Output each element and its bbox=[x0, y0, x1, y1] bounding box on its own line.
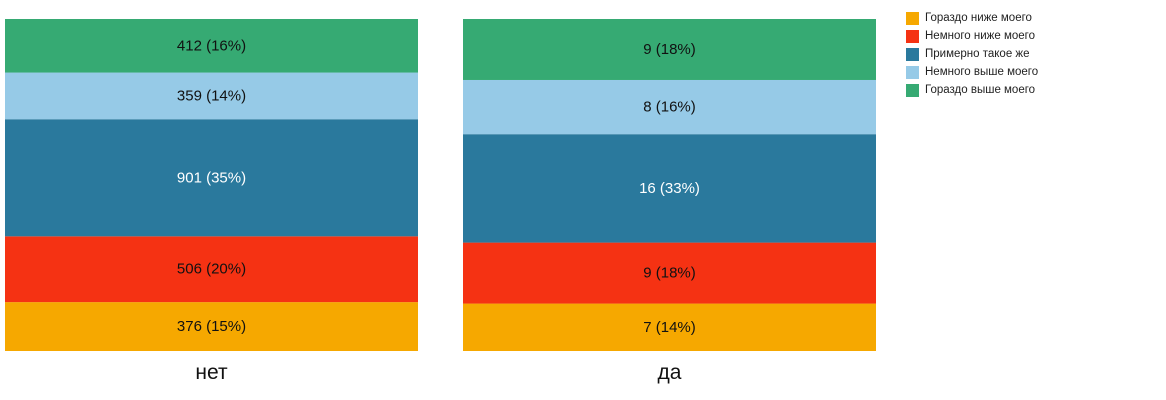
bar-segment-2-4 bbox=[463, 79, 876, 135]
legend-item-5: Гораздо выше моего bbox=[906, 81, 1038, 99]
legend-item-3: Примерно такое же bbox=[906, 45, 1038, 63]
legend-swatch bbox=[906, 65, 919, 79]
bar-segment-1-4 bbox=[5, 72, 418, 120]
bar-segment-1-2 bbox=[5, 236, 418, 303]
data-label-1-1: 376 (15%) bbox=[177, 318, 246, 335]
legend-item-1: Гораздо ниже моего bbox=[906, 9, 1038, 27]
legend-swatch bbox=[906, 47, 919, 61]
category-label-1: нет bbox=[195, 361, 228, 384]
bar-segment-2-1 bbox=[463, 303, 876, 351]
legend-label: Немного ниже моего bbox=[925, 30, 1035, 42]
stacked-bar-chart: 376 (15%) 506 (20%) 901 (35%) 359 (14%) 412 … bbox=[5, 19, 876, 384]
legend-swatch bbox=[906, 83, 919, 97]
data-label-2-4: 8 (16%) bbox=[643, 99, 696, 116]
legend-label: Немного выше моего bbox=[925, 66, 1039, 78]
bar-segment-1-5 bbox=[5, 19, 418, 73]
legend: Гораздо ниже моего Немного ниже моего Прим… bbox=[906, 9, 1038, 99]
data-label-2-3: 16 (33%) bbox=[639, 180, 700, 197]
legend-item-4: Немного выше моего bbox=[906, 63, 1038, 81]
bar-segment-2-5 bbox=[463, 19, 876, 80]
data-label-1-2: 506 (20%) bbox=[177, 261, 246, 278]
category-label-2: да bbox=[658, 361, 682, 384]
data-label-2-2: 9 (18%) bbox=[643, 265, 696, 282]
bar-segment-2-3 bbox=[463, 134, 876, 243]
data-label-1-3: 901 (35%) bbox=[177, 169, 246, 186]
legend-swatch bbox=[906, 29, 919, 43]
legend-label: Примерно такое же bbox=[925, 48, 1030, 60]
legend-label: Гораздо ниже моего bbox=[925, 12, 1032, 24]
bar-segment-1-3 bbox=[5, 119, 418, 237]
legend-item-2: Немного ниже моего bbox=[906, 27, 1038, 45]
data-label-1-5: 412 (16%) bbox=[177, 37, 246, 54]
bar-segment-2-2 bbox=[463, 242, 876, 304]
legend-label: Гораздо выше моего bbox=[925, 84, 1036, 96]
data-label-2-5: 9 (18%) bbox=[643, 41, 696, 58]
data-label-2-1: 7 (14%) bbox=[643, 319, 696, 336]
data-label-1-4: 359 (14%) bbox=[177, 87, 246, 104]
bar-segment-1-1 bbox=[5, 302, 418, 351]
legend-swatch bbox=[906, 11, 919, 25]
